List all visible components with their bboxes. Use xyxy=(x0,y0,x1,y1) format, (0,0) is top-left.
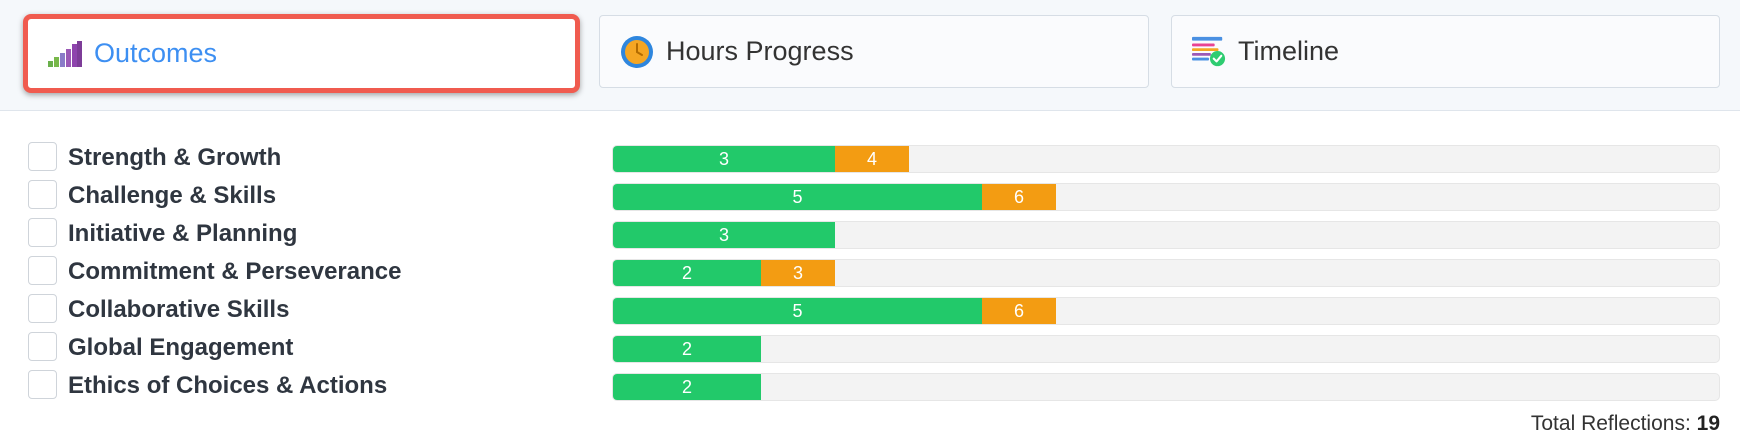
outcome-checkbox[interactable] xyxy=(28,180,57,209)
tab-timeline-label: Timeline xyxy=(1238,36,1340,66)
outcome-bar-green: 5 xyxy=(613,298,982,324)
outcome-label: Commitment & Perseverance xyxy=(68,258,402,285)
total-value: 19 xyxy=(1696,412,1720,435)
tab-bar: Outcomes Hours Progress Timeline xyxy=(0,0,1740,111)
outcome-checkbox[interactable] xyxy=(28,218,57,247)
outcome-row: Commitment & Perseverance 2 3 xyxy=(0,256,1740,287)
outcome-row: Challenge & Skills 5 6 xyxy=(0,180,1740,211)
outcome-row: Collaborative Skills 5 6 xyxy=(0,294,1740,325)
outcome-row: Ethics of Choices & Actions 2 xyxy=(0,370,1740,401)
outcome-bar-orange: 3 xyxy=(761,260,835,286)
outcome-label: Challenge & Skills xyxy=(68,182,277,209)
outcome-label: Ethics of Choices & Actions xyxy=(68,372,388,399)
tab-hours-label: Hours Progress xyxy=(666,36,854,66)
outcome-bar-orange: 6 xyxy=(982,298,1056,324)
outcome-bar-track: 2 xyxy=(612,373,1720,401)
outcome-bar-green: 2 xyxy=(613,336,761,362)
outcome-bar-track: 2 xyxy=(612,335,1720,363)
outcome-bar-green: 2 xyxy=(613,374,761,400)
outcome-bar-green: 3 xyxy=(613,146,835,172)
clock-icon xyxy=(620,35,654,69)
outcome-checkbox[interactable] xyxy=(28,332,57,361)
tab-timeline[interactable]: Timeline xyxy=(1171,15,1720,88)
outcome-bar-orange: 6 xyxy=(982,184,1056,210)
outcome-checkbox[interactable] xyxy=(28,294,57,323)
outcome-label: Collaborative Skills xyxy=(68,296,290,323)
outcome-row: Strength & Growth 3 4 xyxy=(0,142,1740,173)
tab-outcomes[interactable]: Outcomes xyxy=(23,14,580,93)
total-label: Total Reflections: xyxy=(1530,412,1691,435)
outcome-checkbox[interactable] xyxy=(28,256,57,285)
outcome-label: Global Engagement xyxy=(68,334,294,361)
bar-chart-icon xyxy=(48,37,82,71)
outcome-row: Global Engagement 2 xyxy=(0,332,1740,363)
total-reflections: Total Reflections: 19 xyxy=(1531,412,1720,436)
outcome-bar-green: 5 xyxy=(613,184,982,210)
tab-outcomes-label: Outcomes xyxy=(94,38,218,68)
timeline-check-icon xyxy=(1192,35,1226,69)
outcome-row: Initiative & Planning 3 xyxy=(0,218,1740,249)
outcome-bar-track: 3 xyxy=(612,221,1720,249)
outcome-bar-orange: 4 xyxy=(835,146,909,172)
outcome-checkbox[interactable] xyxy=(28,142,57,171)
outcome-bar-green: 2 xyxy=(613,260,761,286)
outcome-checkbox[interactable] xyxy=(28,370,57,399)
outcome-label: Strength & Growth xyxy=(68,144,282,171)
outcome-label: Initiative & Planning xyxy=(68,220,298,247)
outcome-bar-green: 3 xyxy=(613,222,835,248)
tab-hours-progress[interactable]: Hours Progress xyxy=(599,15,1149,88)
